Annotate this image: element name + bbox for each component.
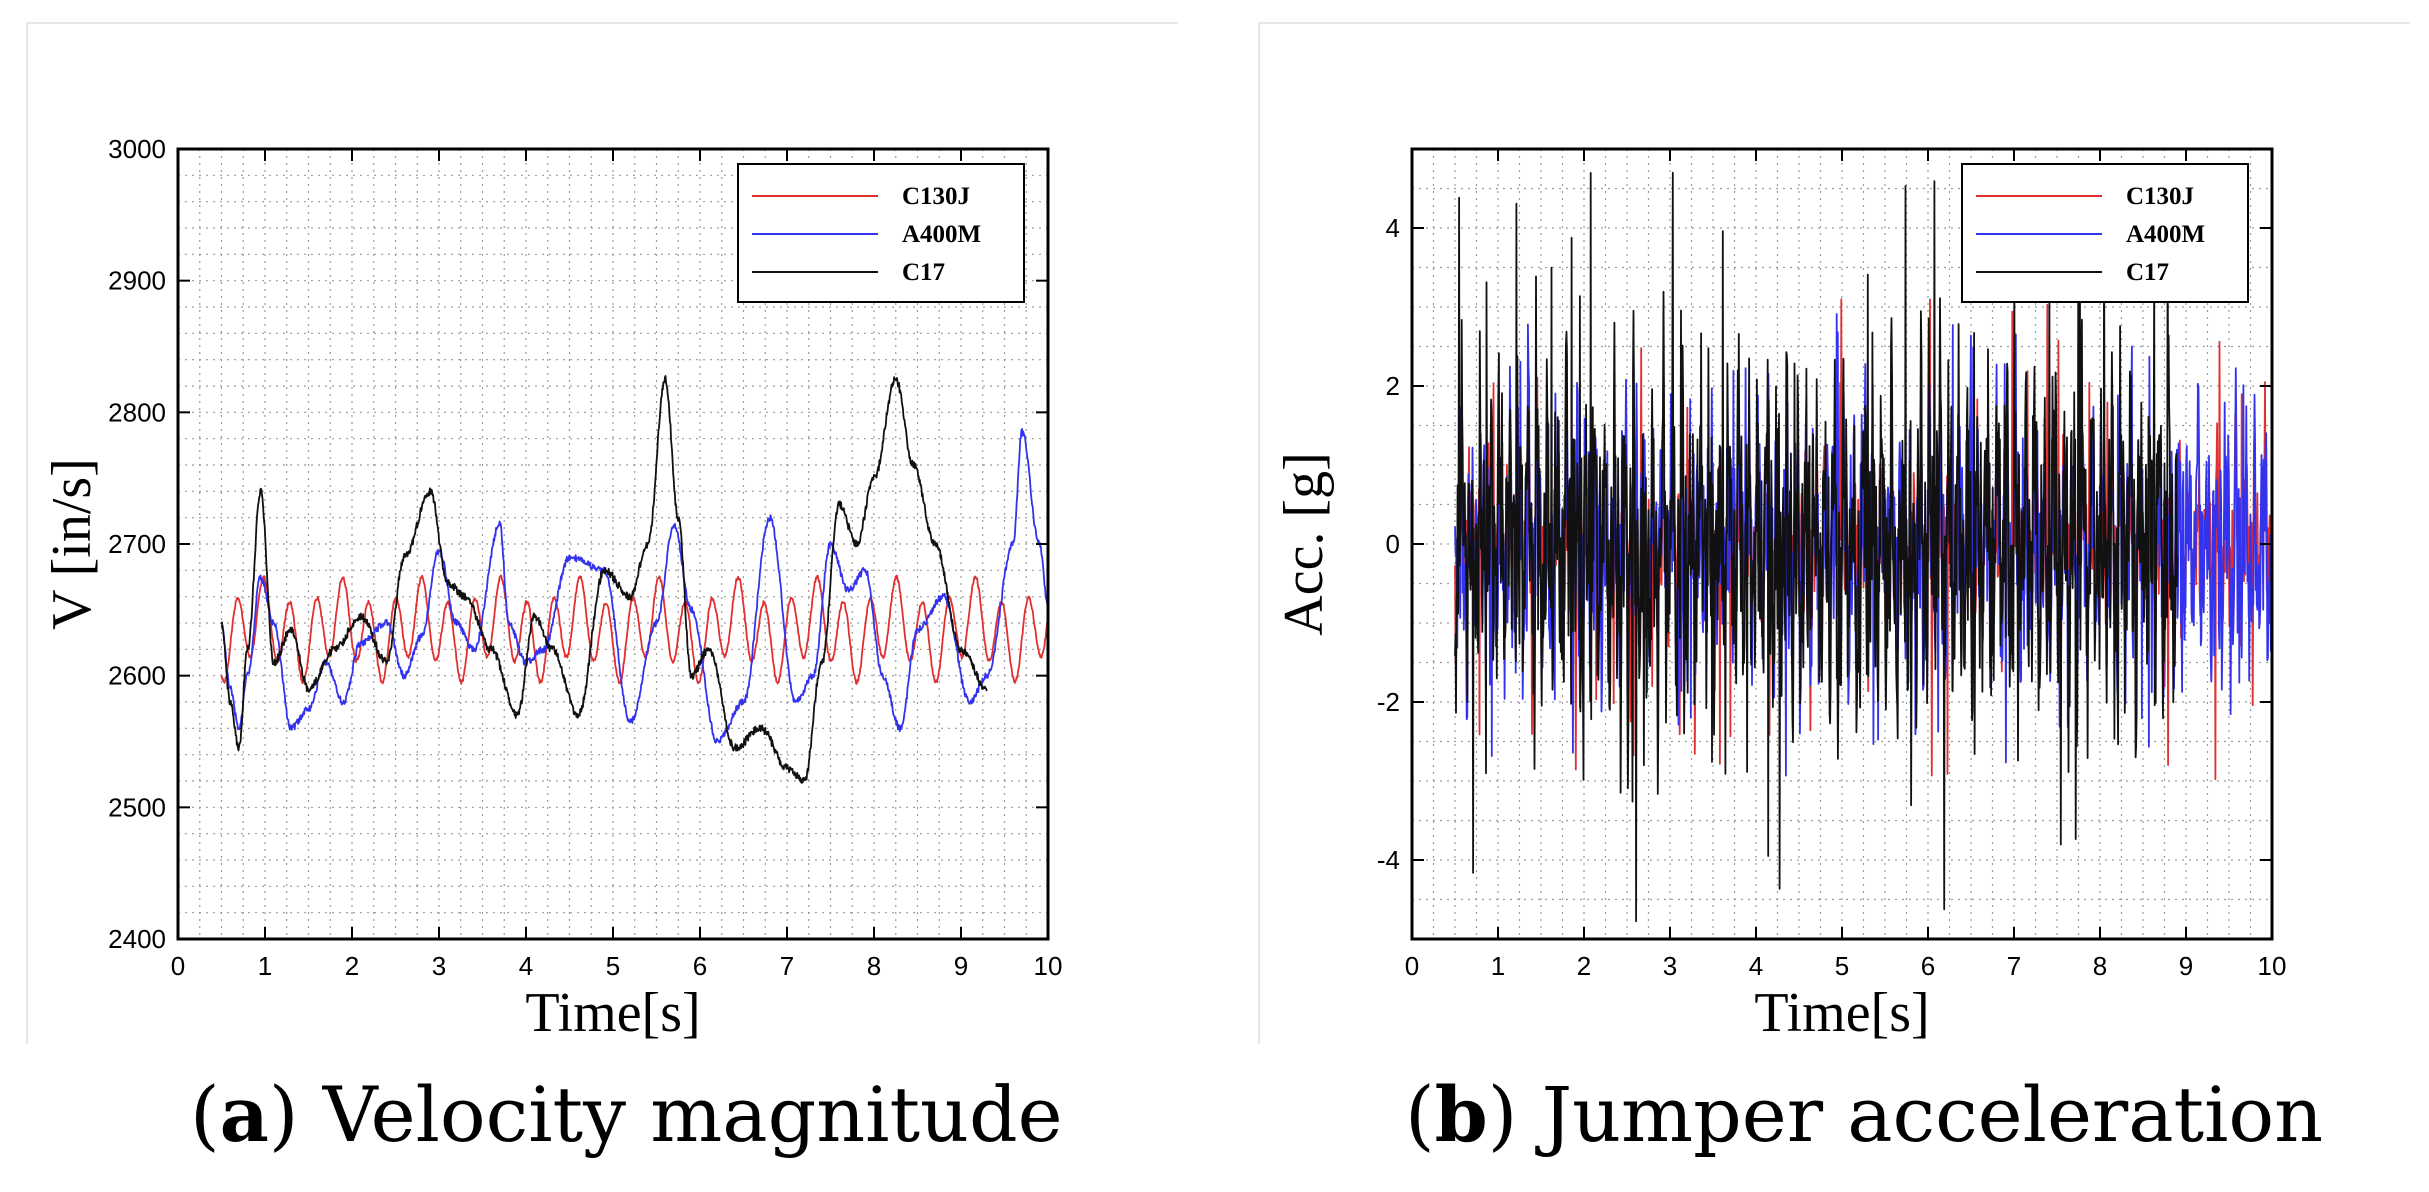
y-tick-label: 2800 bbox=[108, 397, 166, 427]
y-tick-label: 4 bbox=[1386, 213, 1400, 243]
x-tick-label: 4 bbox=[1749, 951, 1763, 981]
y-tick-label: 2700 bbox=[108, 529, 166, 559]
velocity-chart-panel: 0 1 2 3 4 5 6 7 8 9 10 2400 2500 2600 2700 2800 2900 3000… bbox=[26, 22, 1178, 1044]
legend-label-a400m: A400M bbox=[902, 221, 981, 248]
y-tick-label: 2400 bbox=[108, 924, 166, 954]
x-tick-label: 5 bbox=[1835, 951, 1849, 981]
velocity-chart: 0 1 2 3 4 5 6 7 8 9 10 2400 2500 2600 2700 2800 2900 3000… bbox=[41, 134, 1063, 1044]
x-tick-label: 6 bbox=[1921, 951, 1935, 981]
caption-text: Velocity magnitude bbox=[322, 1070, 1063, 1159]
x-tick-label: 0 bbox=[171, 951, 185, 981]
y-tick-label: 2 bbox=[1386, 371, 1400, 401]
x-tick-label: 10 bbox=[2258, 951, 2287, 981]
legend: C130J A400M C17 bbox=[1961, 163, 2249, 303]
legend: C130J A400M C17 bbox=[737, 163, 1025, 303]
series-group bbox=[1454, 171, 2272, 923]
x-tick-label: 9 bbox=[954, 951, 968, 981]
y-tick-label: 3000 bbox=[108, 134, 166, 164]
x-axis-title: Time[s] bbox=[1754, 982, 1929, 1044]
x-tick-label: 2 bbox=[345, 951, 359, 981]
series-line-a400m bbox=[220, 427, 1048, 744]
caption-letter: a bbox=[219, 1070, 269, 1159]
series-line-c17 bbox=[220, 375, 988, 784]
acceleration-chart-panel: 0 1 2 3 4 5 6 7 8 9 10 -4 -2 0 2 4 Time[s] Acc. [g] C130J A… bbox=[1258, 22, 2410, 1044]
acceleration-caption: (b) Jumper acceleration bbox=[1405, 1070, 2323, 1159]
x-tick-label: 8 bbox=[867, 951, 881, 981]
caption-close-paren: ) bbox=[1487, 1070, 1518, 1159]
x-tick-label: 4 bbox=[519, 951, 533, 981]
grid bbox=[1412, 149, 2272, 939]
caption-text: Jumper acceleration bbox=[1541, 1070, 2324, 1159]
x-tick-label: 1 bbox=[1491, 951, 1505, 981]
y-tick-label: 2500 bbox=[108, 792, 166, 822]
x-tick-label: 5 bbox=[606, 951, 620, 981]
x-tick-label: 0 bbox=[1405, 951, 1419, 981]
y-axis-title: Acc. [g] bbox=[1273, 452, 1335, 635]
series-line-c17 bbox=[1454, 171, 2179, 923]
velocity-caption: (a) Velocity magnitude bbox=[190, 1070, 1063, 1159]
legend-label-a400m: A400M bbox=[2126, 221, 2205, 248]
x-axis-title: Time[s] bbox=[525, 982, 700, 1044]
series-line-a400m bbox=[1454, 313, 2272, 777]
x-tick-label: 3 bbox=[1663, 951, 1677, 981]
y-axis-title: V [in/s] bbox=[41, 458, 103, 630]
y-tick-label: -2 bbox=[1377, 687, 1400, 717]
y-tick-label: 0 bbox=[1386, 529, 1400, 559]
caption-close-paren: ) bbox=[268, 1070, 299, 1159]
x-tick-label: 3 bbox=[432, 951, 446, 981]
x-tick-label: 8 bbox=[2093, 951, 2107, 981]
x-tick-label: 7 bbox=[2007, 951, 2021, 981]
x-tick-label: 10 bbox=[1034, 951, 1063, 981]
y-tick-label: 2900 bbox=[108, 266, 166, 296]
legend-label-c130j: C130J bbox=[2126, 183, 2194, 210]
legend-label-c17: C17 bbox=[2126, 259, 2169, 286]
legend-label-c17: C17 bbox=[902, 259, 945, 286]
y-tick-label: 2600 bbox=[108, 661, 166, 691]
y-tick-label: -4 bbox=[1377, 845, 1400, 875]
legend-label-c130j: C130J bbox=[902, 183, 970, 210]
x-tick-label: 2 bbox=[1577, 951, 1591, 981]
x-tick-label: 1 bbox=[258, 951, 272, 981]
caption-letter: b bbox=[1434, 1070, 1488, 1159]
x-tick-label: 6 bbox=[693, 951, 707, 981]
series-group bbox=[220, 375, 1048, 784]
caption-open-paren: ( bbox=[1405, 1070, 1435, 1159]
x-tick-label: 9 bbox=[2179, 951, 2193, 981]
x-tick-label: 7 bbox=[780, 951, 794, 981]
caption-open-paren: ( bbox=[190, 1070, 220, 1159]
